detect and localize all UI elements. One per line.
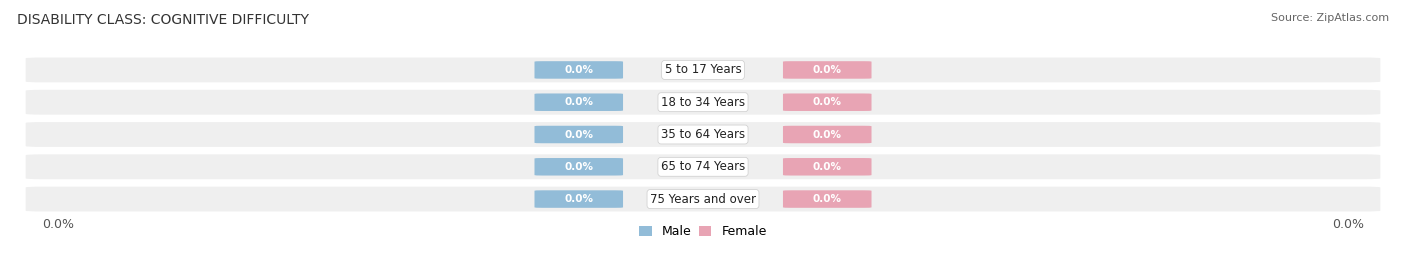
- Text: 0.0%: 0.0%: [813, 162, 842, 172]
- FancyBboxPatch shape: [534, 93, 623, 111]
- FancyBboxPatch shape: [783, 158, 872, 176]
- Text: 65 to 74 Years: 65 to 74 Years: [661, 160, 745, 173]
- FancyBboxPatch shape: [25, 187, 1381, 211]
- FancyBboxPatch shape: [783, 93, 872, 111]
- Text: 18 to 34 Years: 18 to 34 Years: [661, 96, 745, 109]
- FancyBboxPatch shape: [783, 61, 872, 79]
- FancyBboxPatch shape: [534, 190, 623, 208]
- FancyBboxPatch shape: [534, 126, 623, 143]
- FancyBboxPatch shape: [783, 126, 872, 143]
- Text: 0.0%: 0.0%: [564, 194, 593, 204]
- FancyBboxPatch shape: [534, 61, 623, 79]
- Text: DISABILITY CLASS: COGNITIVE DIFFICULTY: DISABILITY CLASS: COGNITIVE DIFFICULTY: [17, 13, 309, 27]
- Text: 0.0%: 0.0%: [813, 194, 842, 204]
- FancyBboxPatch shape: [25, 58, 1381, 82]
- Text: 75 Years and over: 75 Years and over: [650, 193, 756, 206]
- Text: 0.0%: 0.0%: [564, 97, 593, 107]
- Legend: Male, Female: Male, Female: [640, 225, 766, 238]
- FancyBboxPatch shape: [534, 158, 623, 176]
- Text: 0.0%: 0.0%: [564, 65, 593, 75]
- Text: 35 to 64 Years: 35 to 64 Years: [661, 128, 745, 141]
- Text: 0.0%: 0.0%: [42, 218, 75, 231]
- FancyBboxPatch shape: [25, 154, 1381, 179]
- Text: Source: ZipAtlas.com: Source: ZipAtlas.com: [1271, 13, 1389, 23]
- Text: 0.0%: 0.0%: [813, 129, 842, 140]
- Text: 5 to 17 Years: 5 to 17 Years: [665, 63, 741, 76]
- FancyBboxPatch shape: [25, 122, 1381, 147]
- FancyBboxPatch shape: [25, 90, 1381, 115]
- Text: 0.0%: 0.0%: [813, 97, 842, 107]
- Text: 0.0%: 0.0%: [564, 162, 593, 172]
- Text: 0.0%: 0.0%: [564, 129, 593, 140]
- Text: 0.0%: 0.0%: [813, 65, 842, 75]
- Text: 0.0%: 0.0%: [1331, 218, 1364, 231]
- FancyBboxPatch shape: [783, 190, 872, 208]
